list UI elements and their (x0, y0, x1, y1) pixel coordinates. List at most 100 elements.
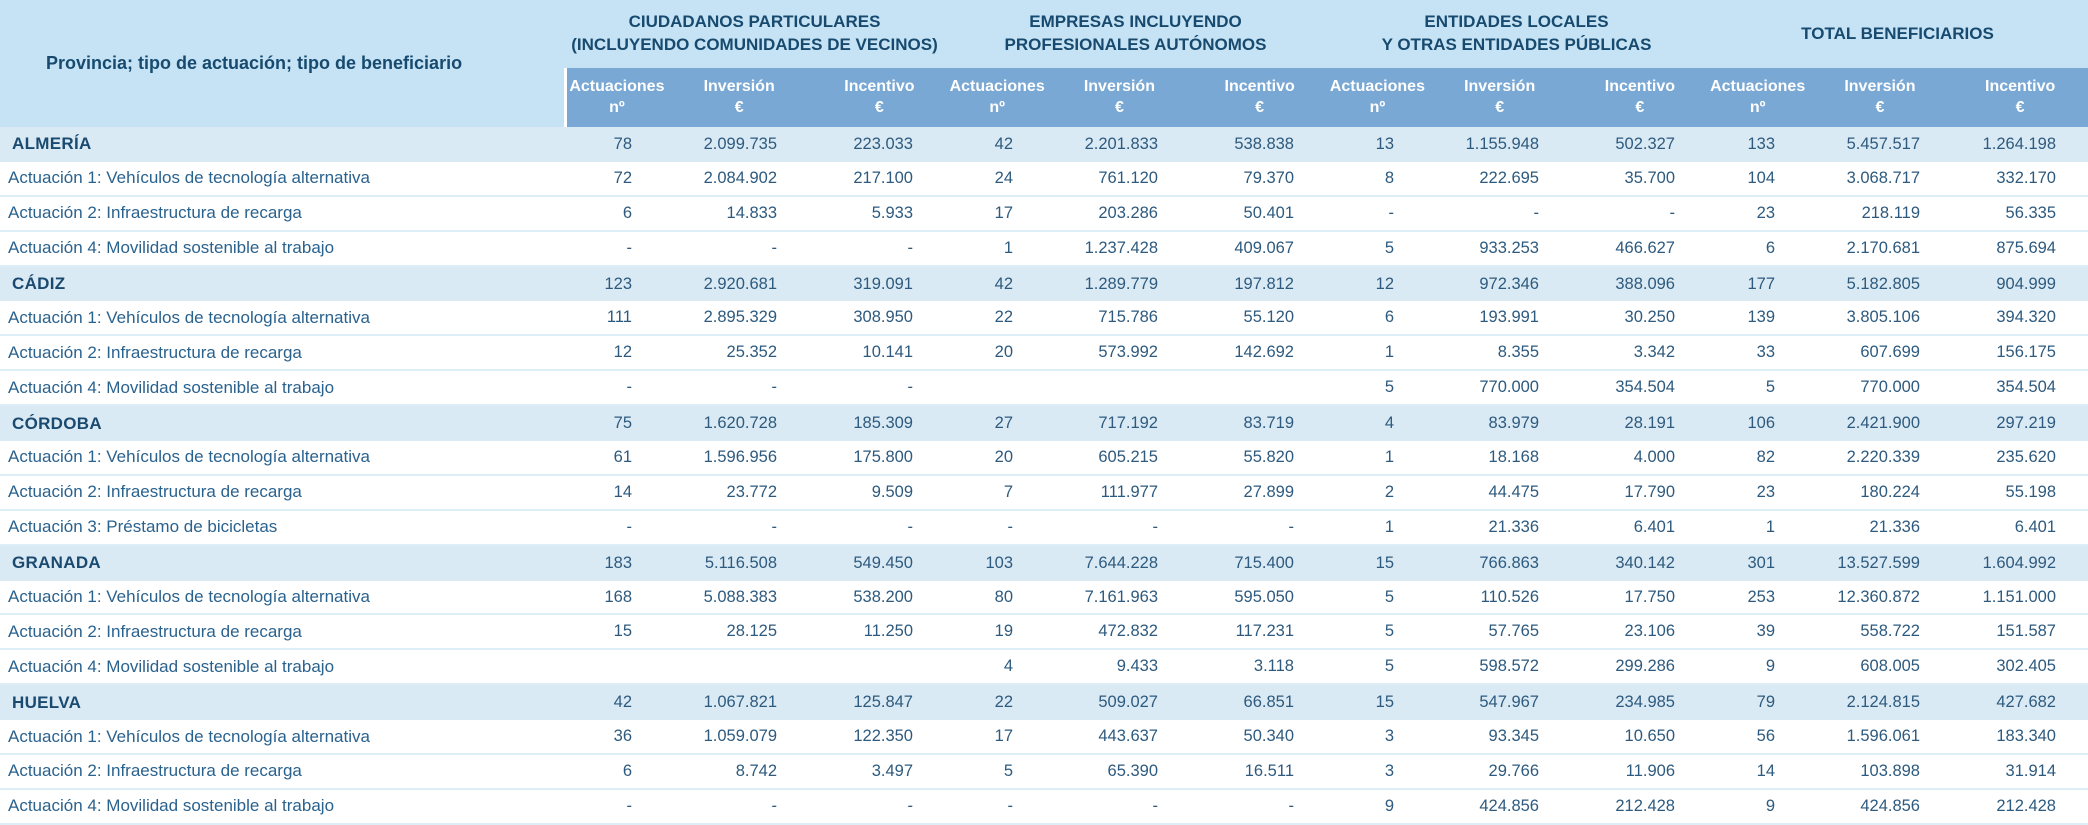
value-cell: 715.400 (1234, 553, 1294, 572)
value-cell: 5.457.517 (1846, 134, 1920, 153)
value-cell: 605.215 (1098, 447, 1158, 466)
value-cell: 28.191 (1624, 414, 1675, 433)
value-cell: 12 (1375, 274, 1394, 293)
value-cell: 3 (1384, 727, 1394, 746)
value-cell: - (1388, 203, 1395, 222)
value-cell: 1 (1765, 517, 1775, 536)
subcolumn-header: Actuaciones nº (1710, 77, 1806, 116)
value-cell: 6 (622, 761, 632, 780)
value-cell: 125.847 (853, 693, 913, 712)
value-cell: - (1152, 517, 1159, 536)
value-cell: 217.100 (853, 168, 913, 187)
value-cell: 1 (1384, 343, 1394, 362)
value-cell: 332.170 (1996, 168, 2056, 187)
value-cell: 21.336 (1869, 517, 1920, 536)
value-cell: 82 (1756, 447, 1775, 466)
value-cell (1190, 371, 1326, 404)
value-cell: 1.067.821 (703, 693, 777, 712)
value-cell: 57.765 (1488, 622, 1539, 641)
value-cell: 904.999 (1996, 274, 2056, 293)
value-cell: 4.000 (1633, 447, 1675, 466)
row-label: Actuación 2: Infraestructura de recarga (8, 621, 302, 641)
value-cell: 5 (1384, 378, 1394, 397)
value-cell: 5.116.508 (704, 553, 777, 572)
value-cell: 3.068.717 (1846, 168, 1920, 187)
value-cell: 104 (1747, 168, 1775, 187)
value-cell: 2.170.681 (1846, 238, 1920, 257)
actuation-row: Actuación 1: Vehículos de tecnología alt… (0, 441, 2088, 476)
table-header: Provincia; tipo de actuación; tipo de be… (0, 0, 2088, 127)
value-cell: 1 (1003, 238, 1013, 257)
value-cell: 39 (1756, 622, 1775, 641)
actuation-row: Actuación 3: Préstamo de bicicletas - - - - -… (0, 510, 2088, 546)
value-cell: 31.914 (2005, 761, 2056, 780)
column-group-header: ENTIDADES LOCALES Y OTRAS ENTIDADES PÚBLI… (1381, 12, 1652, 54)
value-cell: 509.027 (1098, 693, 1158, 712)
column-group-header: EMPRESAS INCLUYENDO PROFESIONALES AUTÓNOM… (1004, 12, 1267, 54)
value-cell: 253 (1747, 587, 1775, 606)
value-cell: 193.991 (1479, 308, 1539, 327)
value-cell: 875.694 (1996, 238, 2056, 257)
value-cell: 6 (622, 203, 632, 222)
value-cell: 222.695 (1479, 168, 1539, 187)
value-cell: 33 (1756, 343, 1775, 362)
value-cell: - (1288, 517, 1295, 536)
value-cell: - (907, 517, 914, 536)
value-cell: 55.120 (1243, 308, 1294, 327)
value-cell: 5.088.383 (703, 587, 777, 606)
value-cell: 17.750 (1624, 587, 1675, 606)
actuation-row: Actuación 4: Movilidad sostenible al tra… (0, 650, 2088, 686)
value-cell: 142.692 (1234, 343, 1294, 362)
value-cell: - (907, 378, 914, 397)
value-cell: 55.198 (2005, 482, 2056, 501)
value-cell: 175.800 (853, 447, 913, 466)
subcolumn-header: Inversión € (703, 77, 775, 116)
value-cell: 25.352 (726, 343, 777, 362)
value-cell: 11.906 (1625, 761, 1675, 780)
value-cell: 15 (1375, 693, 1394, 712)
province-row: GRANADA 183 5.116.508 549.450 103 7.644.228 71… (0, 545, 2088, 581)
value-cell: 42 (613, 693, 632, 712)
value-cell: 549.450 (853, 553, 913, 572)
value-cell: 12 (613, 343, 632, 362)
value-cell: 1.289.779 (1084, 274, 1158, 293)
value-cell: 5 (1765, 378, 1775, 397)
value-cell: - (1152, 796, 1159, 815)
row-label: Actuación 1: Vehículos de tecnología alt… (8, 447, 370, 467)
value-cell: 761.120 (1098, 168, 1158, 187)
value-cell: 472.832 (1098, 622, 1158, 641)
province-row: CÓRDOBA 75 1.620.728 185.309 27 717.192 83.719… (0, 406, 2088, 442)
value-cell: 18.168 (1488, 447, 1539, 466)
value-cell: 103.898 (1860, 761, 1920, 780)
value-cell: 22 (994, 693, 1013, 712)
value-cell: - (1669, 203, 1676, 222)
value-cell: 5 (1384, 657, 1394, 676)
value-cell: 10.650 (1624, 727, 1675, 746)
actuation-row: Actuación 1: Vehículos de tecnología alt… (0, 161, 2088, 197)
value-cell: 111 (606, 308, 632, 327)
value-cell: 93.345 (1488, 727, 1539, 746)
value-cell: 607.699 (1860, 343, 1920, 362)
value-cell: 7 (1003, 482, 1013, 501)
row-label: Actuación 2: Infraestructura de recarga (8, 342, 302, 362)
province-row: ALMERÍA 78 2.099.735 223.033 42 2.201.833 538.… (0, 127, 2088, 162)
value-cell: 72 (613, 168, 632, 187)
value-cell: 427.682 (1996, 693, 2056, 712)
value-cell: 2.099.735 (703, 134, 777, 153)
value-cell: 235.620 (1996, 447, 2056, 466)
subcolumn-header: Actuaciones nº (569, 77, 665, 116)
value-cell: - (1288, 796, 1295, 815)
value-cell: 4 (1384, 414, 1394, 433)
value-cell: 1.151.000 (1982, 587, 2056, 606)
value-cell: 23 (1756, 203, 1775, 222)
row-label: Actuación 2: Infraestructura de recarga (8, 203, 302, 223)
value-cell: 3 (1384, 761, 1394, 780)
value-cell: 17 (994, 203, 1013, 222)
value-cell: 15 (613, 622, 632, 641)
row-label: CÁDIZ (12, 274, 66, 293)
value-cell: 156.175 (1996, 343, 2056, 362)
value-cell: 13.527.599 (1837, 553, 1920, 572)
value-cell: 3.118 (1253, 657, 1294, 676)
value-cell: 24 (994, 168, 1013, 187)
value-cell: 2.084.902 (703, 168, 777, 187)
